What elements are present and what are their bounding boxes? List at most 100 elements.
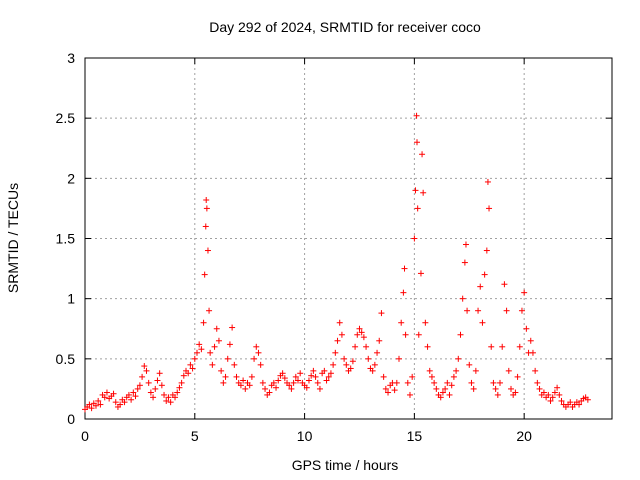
data-point xyxy=(165,394,172,401)
y-tick-label: 2.5 xyxy=(56,110,76,126)
data-point xyxy=(459,295,466,302)
data-point xyxy=(294,377,301,384)
data-point xyxy=(316,385,323,392)
data-point xyxy=(414,139,421,146)
data-point xyxy=(540,389,547,396)
data-point xyxy=(554,384,561,391)
data-point xyxy=(523,325,530,332)
data-point xyxy=(584,396,591,403)
data-point xyxy=(479,319,486,326)
data-point xyxy=(507,385,514,392)
data-point xyxy=(414,205,421,212)
data-point xyxy=(376,337,383,344)
data-point xyxy=(323,377,330,384)
data-point xyxy=(207,349,214,356)
data-point xyxy=(130,389,137,396)
data-point xyxy=(468,379,475,386)
data-point xyxy=(332,349,339,356)
data-point xyxy=(143,367,150,374)
data-point xyxy=(187,361,194,368)
data-point xyxy=(231,361,238,368)
data-point xyxy=(343,361,350,368)
x-tick-label: 20 xyxy=(516,428,532,444)
data-point xyxy=(450,373,457,380)
data-point xyxy=(358,329,365,336)
data-point xyxy=(141,363,148,370)
y-tick-label: 3 xyxy=(67,50,75,66)
data-point xyxy=(338,331,345,338)
data-point xyxy=(88,405,95,412)
data-point xyxy=(255,349,262,356)
data-point xyxy=(347,365,354,372)
data-point xyxy=(341,355,348,362)
tick-labels: 0 5 10 15 20 0 0.5 1 1.5 2 2.5 3 xyxy=(56,50,533,444)
x-tick-label: 0 xyxy=(81,428,89,444)
data-point xyxy=(492,385,499,392)
data-point xyxy=(455,355,462,362)
data-point xyxy=(453,367,460,374)
data-point xyxy=(503,307,510,314)
data-point xyxy=(369,367,376,374)
data-point xyxy=(196,341,203,348)
data-point xyxy=(193,349,200,356)
axis-ticks xyxy=(84,57,612,420)
data-point xyxy=(444,379,451,386)
data-point xyxy=(224,355,231,362)
data-point xyxy=(470,385,477,392)
data-point xyxy=(226,341,233,348)
data-point xyxy=(150,394,157,401)
data-point xyxy=(220,379,227,386)
data-point xyxy=(547,397,554,404)
data-point xyxy=(378,310,385,317)
data-point xyxy=(132,393,139,400)
data-point xyxy=(185,370,192,377)
data-point xyxy=(354,331,361,338)
data-point xyxy=(156,370,163,377)
data-point xyxy=(402,331,409,338)
x-tick-label: 5 xyxy=(191,428,199,444)
data-point xyxy=(501,281,508,288)
data-point xyxy=(206,307,213,314)
data-point xyxy=(417,270,424,277)
data-point xyxy=(406,391,413,398)
data-point xyxy=(136,382,143,389)
data-point xyxy=(303,384,310,391)
data-point xyxy=(558,397,565,404)
data-point xyxy=(145,379,152,386)
data-point xyxy=(200,319,207,326)
data-point xyxy=(203,196,210,203)
data-point xyxy=(92,402,99,409)
data-point xyxy=(536,385,543,392)
y-axis-title: SRMTID / TECUs xyxy=(5,183,21,293)
data-point xyxy=(275,377,282,384)
data-point xyxy=(385,389,392,396)
data-points xyxy=(82,112,591,413)
data-point xyxy=(125,391,132,398)
y-tick-label: 0.5 xyxy=(56,351,76,367)
data-point xyxy=(457,331,464,338)
data-point xyxy=(167,399,174,406)
data-point xyxy=(352,343,359,350)
data-point xyxy=(174,389,181,396)
data-point xyxy=(545,391,552,398)
data-point xyxy=(203,205,210,212)
data-point xyxy=(363,343,370,350)
data-point xyxy=(516,343,523,350)
data-point xyxy=(334,337,341,344)
data-point xyxy=(412,187,419,194)
data-point xyxy=(567,399,574,406)
data-point xyxy=(95,397,102,404)
data-point xyxy=(218,367,225,374)
data-point xyxy=(400,289,407,296)
data-point xyxy=(103,389,110,396)
data-point xyxy=(97,401,104,408)
data-point xyxy=(497,379,504,386)
data-point xyxy=(431,379,438,386)
data-point xyxy=(490,379,497,386)
data-point xyxy=(420,189,427,196)
data-point xyxy=(191,355,198,362)
data-point xyxy=(312,373,319,380)
data-point xyxy=(398,319,405,326)
data-point xyxy=(237,382,244,389)
